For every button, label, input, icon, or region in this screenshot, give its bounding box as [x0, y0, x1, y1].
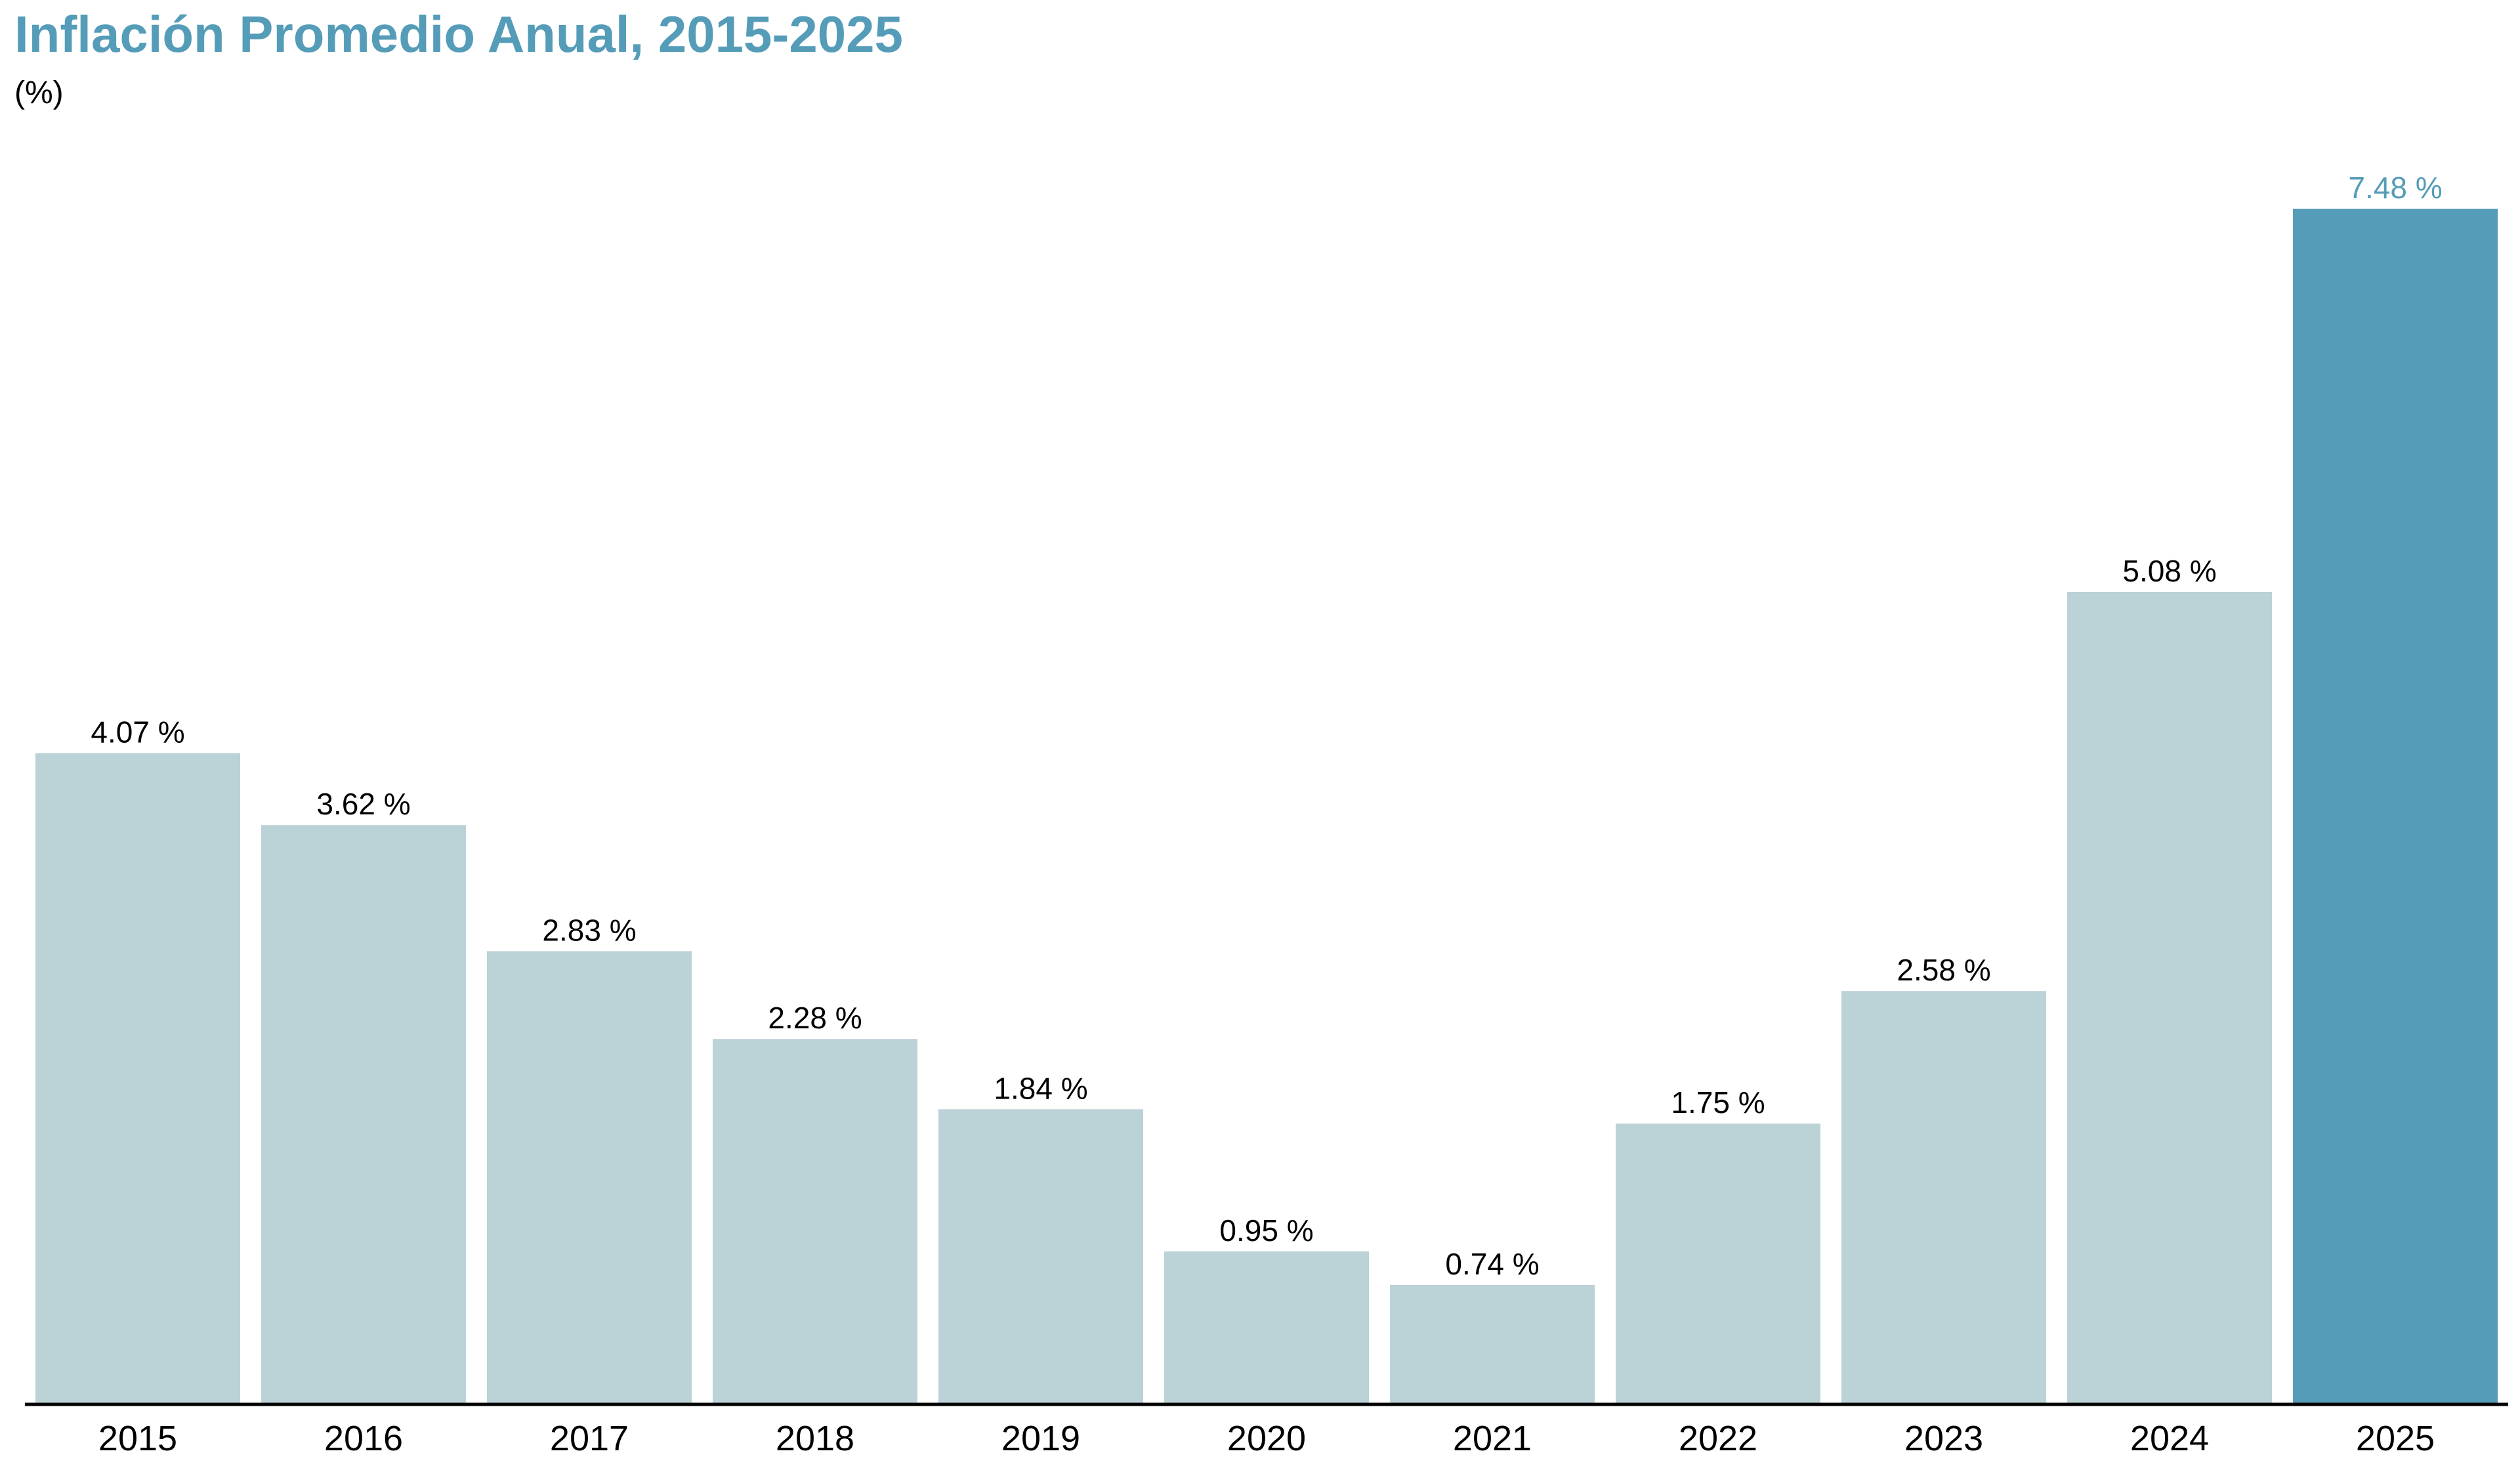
- x-tick-2015: 2015: [98, 1419, 177, 1458]
- bar-2021: [1390, 1284, 1595, 1403]
- bar-2025: [2293, 209, 2498, 1403]
- x-tick-2024: 2024: [2130, 1419, 2209, 1458]
- x-tick-2022: 2022: [1679, 1419, 1757, 1458]
- value-label-2021: 0.74 %: [1445, 1247, 1539, 1281]
- x-tick-2020: 2020: [1227, 1419, 1306, 1458]
- value-label-2017: 2.83 %: [542, 913, 636, 947]
- x-tick-2016: 2016: [324, 1419, 403, 1458]
- x-tick-labels: 2015 2016 2017 2018 2019 2020 2021 2022 2023 2024…: [98, 1419, 2435, 1458]
- bar-2015: [35, 753, 240, 1403]
- bar-2016: [261, 825, 466, 1403]
- value-label-2023: 2.58 %: [1897, 953, 1990, 987]
- bar-2024: [2067, 592, 2272, 1403]
- x-tick-2021: 2021: [1453, 1419, 1532, 1458]
- bar-2019: [938, 1109, 1143, 1403]
- value-label-2022: 1.75 %: [1671, 1085, 1765, 1120]
- bar-2020: [1164, 1251, 1369, 1403]
- value-label-2016: 3.62 %: [316, 787, 410, 821]
- chart-subtitle: (%): [14, 75, 64, 110]
- chart-title: Inflación Promedio Anual, 2015-2025: [14, 5, 903, 63]
- x-tick-2018: 2018: [776, 1419, 854, 1458]
- value-label-2024: 5.08 %: [2122, 554, 2216, 588]
- value-label-2025: 7.48 %: [2348, 171, 2442, 205]
- bars-layer: [35, 209, 2498, 1403]
- x-tick-2019: 2019: [1001, 1419, 1080, 1458]
- x-tick-2017: 2017: [550, 1419, 629, 1458]
- value-label-2020: 0.95 %: [1219, 1213, 1313, 1248]
- value-label-2015: 4.07 %: [91, 715, 184, 749]
- bar-2018: [713, 1039, 917, 1403]
- value-labels-layer: 4.07 % 3.62 % 2.83 % 2.28 % 1.84 % 0.95 % 0.74…: [91, 171, 2442, 1281]
- value-label-2018: 2.28 %: [768, 1001, 862, 1035]
- x-tick-2025: 2025: [2356, 1419, 2435, 1458]
- bar-2017: [487, 951, 692, 1403]
- value-label-2019: 1.84 %: [994, 1071, 1087, 1105]
- bar-2023: [1841, 991, 2046, 1403]
- x-tick-2023: 2023: [1904, 1419, 1983, 1458]
- bar-2022: [1616, 1124, 1820, 1403]
